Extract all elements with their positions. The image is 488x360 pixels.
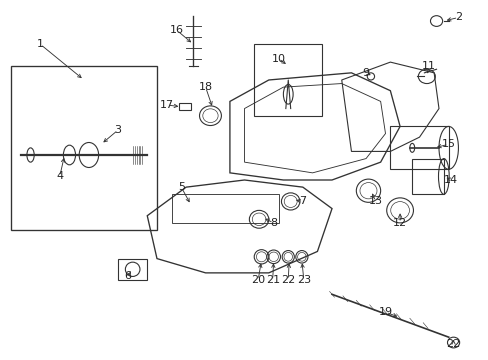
Text: 20: 20 — [250, 275, 264, 285]
Text: 9: 9 — [362, 68, 369, 78]
Text: 7: 7 — [299, 197, 306, 206]
Text: 4: 4 — [56, 171, 63, 181]
Text: 19: 19 — [378, 307, 392, 317]
Text: 22: 22 — [446, 339, 460, 349]
Text: 3: 3 — [114, 125, 122, 135]
Text: 21: 21 — [265, 275, 279, 285]
Text: 6: 6 — [124, 271, 131, 282]
Text: 12: 12 — [392, 218, 407, 228]
Bar — [254, 44, 322, 116]
Text: 16: 16 — [169, 25, 183, 35]
Text: 13: 13 — [368, 197, 382, 206]
Text: 10: 10 — [271, 54, 285, 64]
Text: 15: 15 — [441, 139, 455, 149]
Bar — [171, 194, 278, 223]
Text: 17: 17 — [159, 100, 173, 110]
Text: 11: 11 — [422, 61, 435, 71]
Text: 8: 8 — [269, 218, 277, 228]
Text: 14: 14 — [443, 175, 457, 185]
Bar — [11, 66, 157, 230]
Text: 22: 22 — [281, 275, 295, 285]
Text: 23: 23 — [296, 275, 310, 285]
Text: 18: 18 — [198, 82, 212, 92]
Text: 1: 1 — [37, 39, 44, 49]
Bar — [411, 158, 443, 194]
Text: 5: 5 — [178, 182, 184, 192]
Text: 2: 2 — [454, 13, 461, 22]
Bar — [179, 103, 191, 111]
Bar — [389, 126, 448, 169]
